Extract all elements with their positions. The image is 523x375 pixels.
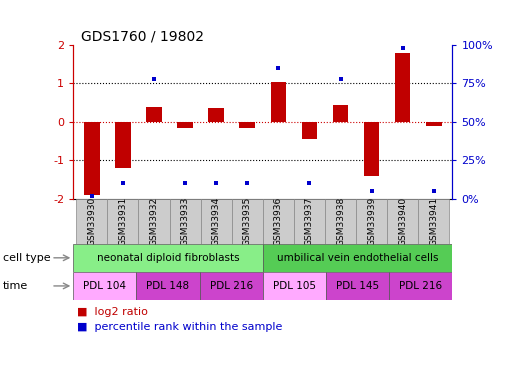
Text: umbilical vein endothelial cells: umbilical vein endothelial cells [277, 253, 438, 263]
Text: GSM33931: GSM33931 [118, 196, 128, 246]
Bar [302, 122, 317, 139]
Text: PDL 104: PDL 104 [83, 281, 127, 291]
Text: GSM33939: GSM33939 [367, 196, 376, 246]
Point [274, 65, 282, 71]
Point [336, 76, 345, 82]
Bar [209, 108, 224, 122]
Point [88, 193, 96, 199]
Bar [263, 272, 326, 300]
Bar [73, 272, 137, 300]
Text: cell type: cell type [3, 253, 50, 263]
Text: GSM33936: GSM33936 [274, 196, 283, 246]
Bar [201, 199, 232, 244]
Point [181, 180, 189, 186]
Bar [395, 53, 411, 122]
Point [305, 180, 314, 186]
Bar [387, 199, 418, 244]
Bar [270, 81, 286, 122]
Point [367, 188, 376, 194]
Text: GSM33935: GSM33935 [243, 196, 252, 246]
Point [150, 76, 158, 82]
Bar [263, 199, 294, 244]
Bar [418, 199, 449, 244]
Text: PDL 148: PDL 148 [146, 281, 189, 291]
Bar [115, 122, 131, 168]
Text: GDS1760 / 19802: GDS1760 / 19802 [81, 30, 204, 44]
Bar [333, 105, 348, 122]
Text: GSM33930: GSM33930 [87, 196, 96, 246]
Bar [200, 272, 263, 300]
Bar [356, 199, 387, 244]
Bar [294, 199, 325, 244]
Text: neonatal diploid fibroblasts: neonatal diploid fibroblasts [97, 253, 240, 263]
Text: PDL 105: PDL 105 [273, 281, 316, 291]
Text: ■  log2 ratio: ■ log2 ratio [77, 307, 148, 317]
Bar [169, 199, 201, 244]
Text: GSM33937: GSM33937 [305, 196, 314, 246]
Bar [76, 199, 107, 244]
Bar [325, 199, 356, 244]
Point [399, 45, 407, 51]
Bar [426, 122, 441, 126]
Bar [389, 272, 452, 300]
Bar [107, 199, 139, 244]
Point [212, 180, 220, 186]
Bar [137, 272, 200, 300]
Bar [146, 106, 162, 122]
Text: GSM33941: GSM33941 [429, 196, 438, 246]
Text: PDL 145: PDL 145 [336, 281, 379, 291]
Bar [326, 272, 389, 300]
Text: GSM33940: GSM33940 [398, 196, 407, 246]
Text: GSM33932: GSM33932 [150, 196, 158, 246]
Text: GSM33933: GSM33933 [180, 196, 190, 246]
Bar [232, 199, 263, 244]
Text: time: time [3, 281, 28, 291]
Point [243, 180, 252, 186]
Bar [139, 199, 169, 244]
Point [429, 188, 438, 194]
Text: GSM33934: GSM33934 [212, 196, 221, 246]
Bar [240, 122, 255, 128]
Point [119, 180, 127, 186]
Bar [73, 244, 263, 272]
Text: PDL 216: PDL 216 [399, 281, 442, 291]
Bar [84, 122, 100, 195]
Text: PDL 216: PDL 216 [210, 281, 253, 291]
Bar [263, 244, 452, 272]
Bar [364, 122, 379, 176]
Text: ■  percentile rank within the sample: ■ percentile rank within the sample [77, 322, 282, 332]
Bar [177, 122, 193, 128]
Text: GSM33938: GSM33938 [336, 196, 345, 246]
